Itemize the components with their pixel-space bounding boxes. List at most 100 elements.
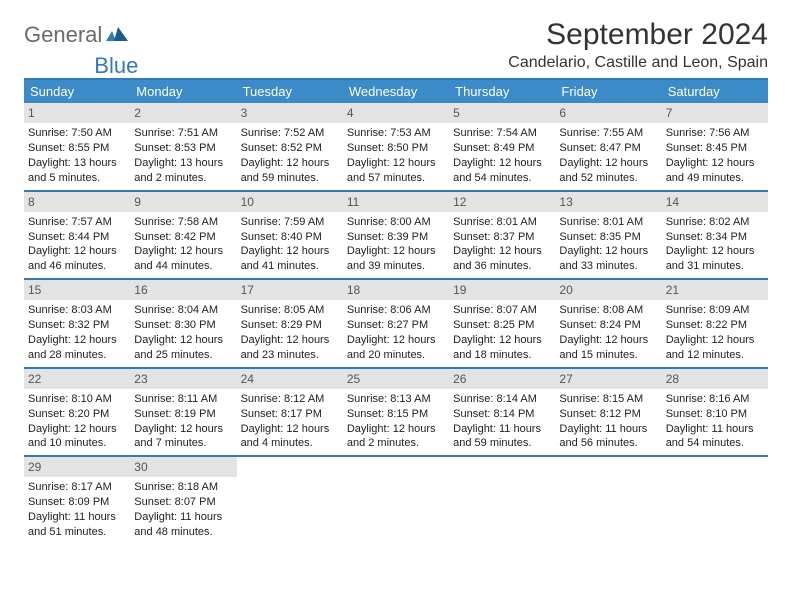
day-number: 9 <box>130 192 236 212</box>
dow-header-cell: Sunday <box>24 80 130 103</box>
day-number: 27 <box>555 369 661 389</box>
sunset-line: Sunset: 8:19 PM <box>134 407 232 422</box>
day-number: 1 <box>24 103 130 123</box>
calendar-week: 15Sunrise: 8:03 AMSunset: 8:32 PMDayligh… <box>24 280 768 369</box>
daylight-line: Daylight: 12 hours and 4 minutes. <box>241 422 339 452</box>
calendar-day-empty <box>449 457 555 544</box>
calendar-day: 24Sunrise: 8:12 AMSunset: 8:17 PMDayligh… <box>237 369 343 456</box>
day-number: 24 <box>237 369 343 389</box>
sunrise-line: Sunrise: 7:59 AM <box>241 215 339 230</box>
calendar-day: 25Sunrise: 8:13 AMSunset: 8:15 PMDayligh… <box>343 369 449 456</box>
sunset-line: Sunset: 8:07 PM <box>134 495 232 510</box>
day-number: 11 <box>343 192 449 212</box>
sunset-line: Sunset: 8:53 PM <box>134 141 232 156</box>
calendar-day: 22Sunrise: 8:10 AMSunset: 8:20 PMDayligh… <box>24 369 130 456</box>
sunset-line: Sunset: 8:44 PM <box>28 230 126 245</box>
sunset-line: Sunset: 8:22 PM <box>666 318 764 333</box>
calendar-day: 23 Sunrise: 8:11 AMSunset: 8:19 PMDayligh… <box>130 369 236 456</box>
sunset-line: Sunset: 8:35 PM <box>559 230 657 245</box>
logo-text-blue: Blue <box>94 53 138 79</box>
daylight-line: Daylight: 13 hours and 5 minutes. <box>28 156 126 186</box>
daylight-line: Daylight: 11 hours and 51 minutes. <box>28 510 126 540</box>
daylight-line: Daylight: 12 hours and 18 minutes. <box>453 333 551 363</box>
calendar: SundayMondayTuesdayWednesdayThursdayFrid… <box>24 78 768 544</box>
day-number: 10 <box>237 192 343 212</box>
calendar-week: 22 Sunrise: 8:10 AMSunset: 8:20 PM Dayligh… <box>24 369 768 458</box>
sunrise-line: Sunrise: 8:11 AM <box>134 392 232 407</box>
day-number: 26 <box>449 369 555 389</box>
sunset-line: Sunset: 8:45 PM <box>666 141 764 156</box>
daylight-line: Daylight: 12 hours and 7 minutes. <box>134 422 232 452</box>
logo: General Blue <box>24 18 132 48</box>
calendar-week: 29Sunrise: 8:17 AMSunset: 8:09 PMDayligh… <box>24 457 768 544</box>
dow-header-cell: Thursday <box>449 80 555 103</box>
day-number: 3 <box>237 103 343 123</box>
calendar-day: 19Sunrise: 8:07 AMSunset: 8:25 PMDayligh… <box>449 280 555 367</box>
calendar-day: 16Sunrise: 8:04 AMSunset: 8:30 PMDayligh… <box>130 280 236 367</box>
daylight-line: Daylight: 12 hours and 20 minutes. <box>347 333 445 363</box>
calendar-day: 5Sunrise: 7:54 AMSunset: 8:49 PMDaylight… <box>449 103 555 190</box>
sunrise-line: Sunrise: 7:56 AM <box>666 126 764 141</box>
calendar-day: 6Sunrise: 7:55 AMSunset: 8:47 PMDaylight… <box>555 103 661 190</box>
calendar-day-empty <box>343 457 449 544</box>
daylight-line: Daylight: 12 hours and 49 minutes. <box>666 156 764 186</box>
page-title: September 2024 <box>508 18 768 52</box>
sunrise-line: Sunrise: 7:52 AM <box>241 126 339 141</box>
daylight-line: Daylight: 12 hours and 2 minutes. <box>347 422 445 452</box>
title-block: September 2024 Candelario, Castille and … <box>508 18 768 72</box>
day-number: 13 <box>555 192 661 212</box>
daylight-line: Daylight: 12 hours and 31 minutes. <box>666 244 764 274</box>
daylight-line: Daylight: 12 hours and 15 minutes. <box>559 333 657 363</box>
sunrise-line: Sunrise: 8:12 AM <box>241 392 339 407</box>
daylight-line: Daylight: 11 hours and 54 minutes. <box>666 422 764 452</box>
sunrise-line: Sunrise: 8:09 AM <box>666 303 764 318</box>
logo-text-general: General <box>24 22 102 48</box>
calendar-day: 27Sunrise: 8:15 AMSunset: 8:12 PMDayligh… <box>555 369 661 456</box>
sunrise-line: Sunrise: 8:08 AM <box>559 303 657 318</box>
calendar-week: 1Sunrise: 7:50 AMSunset: 8:55 PMDaylight… <box>24 103 768 192</box>
sunset-line: Sunset: 8:34 PM <box>666 230 764 245</box>
sunset-line: Sunset: 8:50 PM <box>347 141 445 156</box>
day-number: 5 <box>449 103 555 123</box>
calendar-day: 12Sunrise: 8:01 AMSunset: 8:37 PMDayligh… <box>449 192 555 279</box>
day-number: 29 <box>24 457 130 477</box>
calendar-day: 11Sunrise: 8:00 AMSunset: 8:39 PMDayligh… <box>343 192 449 279</box>
sunset-line: Sunset: 8:20 PM <box>28 407 126 422</box>
day-number: 23 <box>130 369 236 389</box>
calendar-day: 4Sunrise: 7:53 AMSunset: 8:50 PMDaylight… <box>343 103 449 190</box>
daylight-line: Daylight: 12 hours and 57 minutes. <box>347 156 445 186</box>
dow-header-cell: Tuesday <box>237 80 343 103</box>
daylight-line: Daylight: 12 hours and 52 minutes. <box>559 156 657 186</box>
calendar-day: 18Sunrise: 8:06 AMSunset: 8:27 PMDayligh… <box>343 280 449 367</box>
daylight-line: Daylight: 13 hours and 2 minutes. <box>134 156 232 186</box>
sunrise-line: Sunrise: 8:04 AM <box>134 303 232 318</box>
sunrise-line: Sunrise: 8:03 AM <box>28 303 126 318</box>
location-text: Candelario, Castille and Leon, Spain <box>508 54 768 72</box>
sunrise-line: Sunrise: 8:05 AM <box>241 303 339 318</box>
calendar-day: 15Sunrise: 8:03 AMSunset: 8:32 PMDayligh… <box>24 280 130 367</box>
logo-arrow-icon <box>106 23 130 48</box>
sunset-line: Sunset: 8:47 PM <box>559 141 657 156</box>
calendar-day: 20Sunrise: 8:08 AMSunset: 8:24 PMDayligh… <box>555 280 661 367</box>
sunrise-line: Sunrise: 8:06 AM <box>347 303 445 318</box>
sunset-line: Sunset: 8:10 PM <box>666 407 764 422</box>
sunrise-line: Sunrise: 7:58 AM <box>134 215 232 230</box>
sunrise-line: Sunrise: 8:10 AM <box>28 392 126 407</box>
daylight-line: Daylight: 12 hours and 59 minutes. <box>241 156 339 186</box>
calendar-day: 14Sunrise: 8:02 AMSunset: 8:34 PMDayligh… <box>662 192 768 279</box>
day-number: 6 <box>555 103 661 123</box>
day-number: 4 <box>343 103 449 123</box>
sunrise-line: Sunrise: 8:18 AM <box>134 480 232 495</box>
sunset-line: Sunset: 8:49 PM <box>453 141 551 156</box>
sunset-line: Sunset: 8:32 PM <box>28 318 126 333</box>
sunrise-line: Sunrise: 8:00 AM <box>347 215 445 230</box>
sunset-line: Sunset: 8:30 PM <box>134 318 232 333</box>
daylight-line: Daylight: 12 hours and 33 minutes. <box>559 244 657 274</box>
sunset-line: Sunset: 8:52 PM <box>241 141 339 156</box>
calendar-day: 7Sunrise: 7:56 AMSunset: 8:45 PMDaylight… <box>662 103 768 190</box>
day-number: 25 <box>343 369 449 389</box>
calendar-day: 30Sunrise: 8:18 AMSunset: 8:07 PMDayligh… <box>130 457 236 544</box>
day-number: 22 <box>24 369 130 389</box>
daylight-line: Daylight: 11 hours and 56 minutes. <box>559 422 657 452</box>
calendar-day: 1Sunrise: 7:50 AMSunset: 8:55 PMDaylight… <box>24 103 130 190</box>
